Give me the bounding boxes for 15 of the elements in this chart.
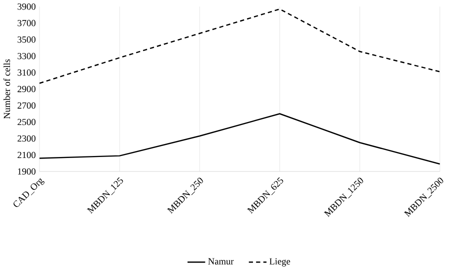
y-tick-label: 3900 [18,3,36,10]
y-tick-label: 2100 [18,152,36,158]
y-tick-label: 3300 [18,52,36,60]
y-tick-label: 3500 [18,36,36,43]
y-axis-title: Number of cells [3,59,10,119]
legend-label: Liege [269,258,290,266]
y-tick-label: 3700 [18,20,36,26]
y-tick-label: 1900 [18,168,36,175]
legend-label: Namur [208,258,234,264]
y-tick-label: 2700 [18,102,36,109]
y-tick-label: 2300 [18,135,36,142]
y-tick-label: 2900 [18,86,36,92]
y-tick-label: 2500 [18,118,36,126]
line-series [39,113,440,165]
y-tick-label: 3100 [18,69,36,76]
